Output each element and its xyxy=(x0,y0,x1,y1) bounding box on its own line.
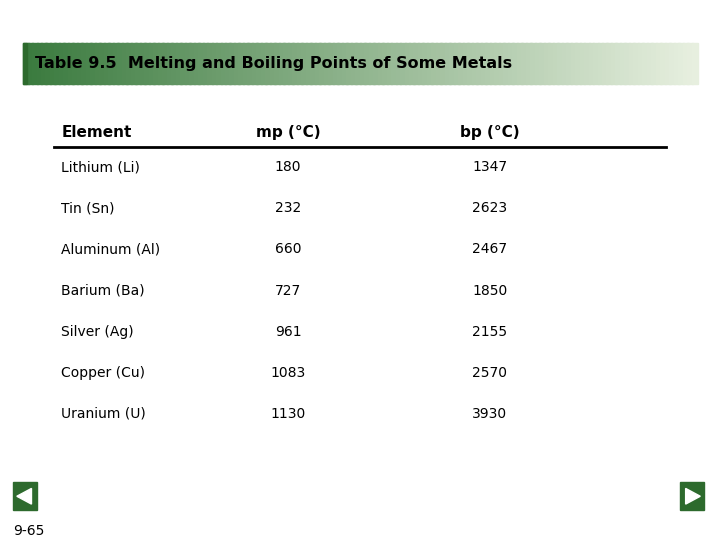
Text: 660: 660 xyxy=(275,242,301,256)
Text: 2155: 2155 xyxy=(472,325,507,339)
Text: Silver (Ag): Silver (Ag) xyxy=(61,325,134,339)
Text: 2467: 2467 xyxy=(472,242,507,256)
Text: Table 9.5  Melting and Boiling Points of Some Metals: Table 9.5 Melting and Boiling Points of … xyxy=(35,56,512,71)
Text: 180: 180 xyxy=(275,160,301,174)
Text: Uranium (U): Uranium (U) xyxy=(61,407,146,421)
Text: 727: 727 xyxy=(275,284,301,298)
Text: 1083: 1083 xyxy=(271,366,305,380)
Text: Tin (Sn): Tin (Sn) xyxy=(61,201,114,215)
Text: Element: Element xyxy=(61,125,132,140)
Text: 1850: 1850 xyxy=(472,284,507,298)
Text: 3930: 3930 xyxy=(472,407,507,421)
Text: 961: 961 xyxy=(275,325,301,339)
Text: Aluminum (Al): Aluminum (Al) xyxy=(61,242,161,256)
Text: 1347: 1347 xyxy=(472,160,507,174)
Text: Barium (Ba): Barium (Ba) xyxy=(61,284,145,298)
Text: mp (°C): mp (°C) xyxy=(256,125,320,140)
Text: Lithium (Li): Lithium (Li) xyxy=(61,160,140,174)
Text: 232: 232 xyxy=(275,201,301,215)
Text: 1130: 1130 xyxy=(271,407,305,421)
Text: bp (°C): bp (°C) xyxy=(460,125,519,140)
Text: Copper (Cu): Copper (Cu) xyxy=(61,366,145,380)
Text: 2570: 2570 xyxy=(472,366,507,380)
Text: 9-65: 9-65 xyxy=(13,524,45,538)
Text: 2623: 2623 xyxy=(472,201,507,215)
